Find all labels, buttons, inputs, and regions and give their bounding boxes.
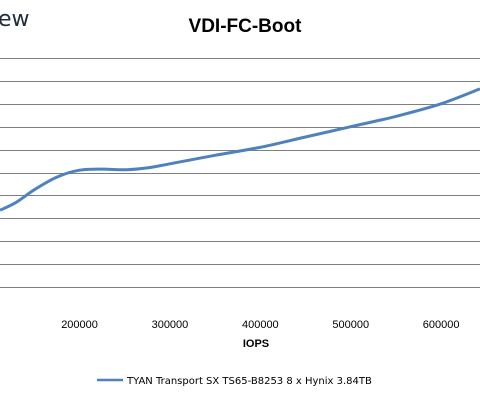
x-tick-label: 500000 <box>332 319 369 331</box>
x-tick-label: 200000 <box>61 319 98 331</box>
legend: TYAN Transport SX TS65-B8253 8 x Hynix 3… <box>97 376 372 387</box>
x-axis-ticks: 200000 300000 400000 500000 600000 <box>61 319 459 331</box>
x-axis-label: IOPS <box>243 338 269 350</box>
series-group <box>0 87 480 212</box>
legend-label: TYAN Transport SX TS65-B8253 8 x Hynix 3… <box>126 376 372 387</box>
x-tick-label: 400000 <box>242 319 279 331</box>
x-tick-label: 600000 <box>423 319 460 331</box>
gridlines <box>0 58 480 288</box>
chart-title: VDI-FC-Boot <box>189 16 303 37</box>
corner-partial-text: ew <box>0 7 30 32</box>
x-tick-label: 300000 <box>152 319 189 331</box>
series-line <box>0 87 480 212</box>
